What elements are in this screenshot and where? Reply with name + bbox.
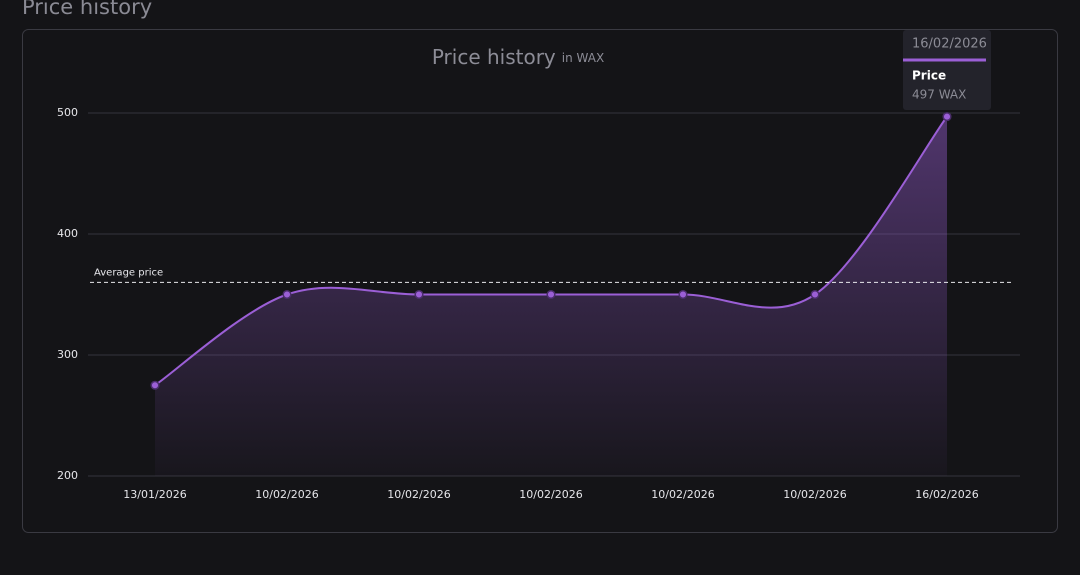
x-tick-label: 10/02/2026: [783, 488, 846, 501]
x-tick-label: 10/02/2026: [651, 488, 714, 501]
tooltip-title: 16/02/2026: [912, 37, 987, 52]
tooltip-box: [903, 30, 991, 110]
point: [678, 289, 688, 300]
x-tick-label: 10/02/2026: [519, 488, 582, 501]
x-tick-label: 10/02/2026: [387, 488, 450, 501]
tooltip: 16/02/2026 Price 497 WAX: [903, 30, 991, 110]
chart-subtitle: in WAX: [562, 51, 604, 65]
chart-title-main: Price history: [432, 45, 556, 69]
chart-title: Price history in WAX: [432, 45, 604, 69]
x-tick-label: 16/02/2026: [915, 488, 978, 501]
tooltip-series: Price: [912, 69, 946, 83]
x-tick-label: 10/02/2026: [255, 488, 318, 501]
point: [282, 289, 292, 300]
average-label: Average price: [94, 267, 163, 278]
tooltip-value: 497 WAX: [912, 88, 966, 102]
x-tick-label: 13/01/2026: [123, 488, 186, 501]
section-title: Price history: [22, 0, 152, 19]
point: [414, 289, 424, 300]
point: [150, 380, 160, 390]
y-tick-label: 400: [57, 227, 78, 240]
plot: 200 300 400 500 13/01/2026 10/02/2026 10/02/20…: [57, 106, 1020, 501]
y-tick-label: 300: [57, 348, 78, 361]
point: [546, 289, 556, 300]
y-tick-label: 200: [57, 469, 78, 482]
point: [942, 112, 952, 122]
y-tick-label: 500: [57, 106, 78, 119]
point: [810, 289, 820, 300]
